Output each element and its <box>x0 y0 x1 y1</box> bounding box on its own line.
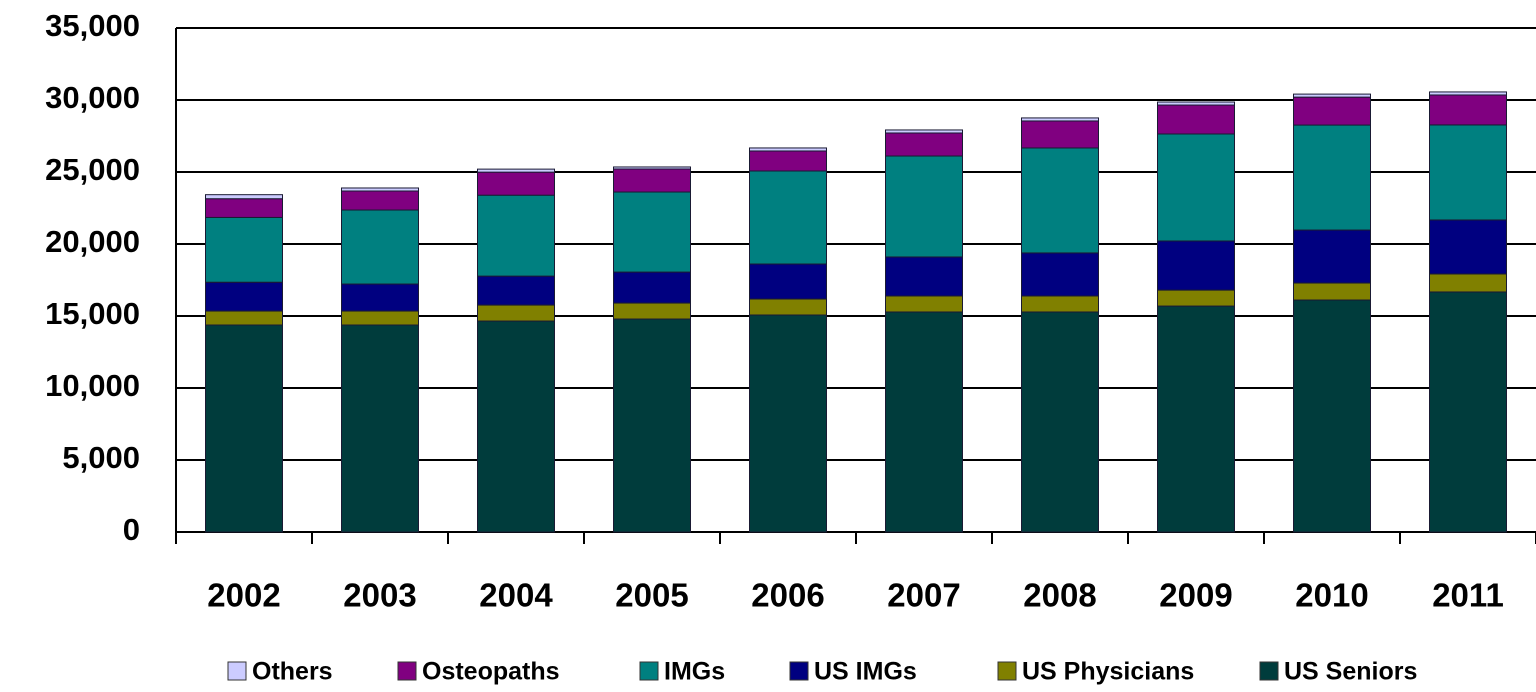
y-tick-label: 30,000 <box>45 80 140 115</box>
bar-segment <box>477 194 555 277</box>
bar-segment <box>1157 133 1235 242</box>
bar-segment <box>341 324 419 533</box>
legend-label: US IMGs <box>814 658 917 686</box>
bar-segment <box>477 304 555 322</box>
x-tick-label: 2011 <box>1432 577 1504 614</box>
bar-segment <box>613 166 691 170</box>
legend-swatch <box>1259 661 1279 681</box>
bar-segment <box>205 281 283 312</box>
y-tick-label: 25,000 <box>45 152 140 187</box>
bar-segment <box>1429 273 1507 293</box>
bar-segment <box>205 198 283 218</box>
bar-segment <box>1429 219 1507 275</box>
bar-segment <box>1429 94 1507 126</box>
legend-swatch <box>227 661 247 681</box>
bar-segment <box>341 283 419 312</box>
y-tick-label: 35,000 <box>45 8 140 43</box>
bar-segment <box>1293 282 1371 301</box>
legend-label: US Physicians <box>1022 658 1194 686</box>
bar-segment <box>1021 147 1099 254</box>
bar-segment <box>1021 311 1099 533</box>
legend-label: US Seniors <box>1284 658 1417 686</box>
bar-segment <box>1157 240 1235 291</box>
legend-swatch <box>997 661 1017 681</box>
bar-segment <box>1293 229 1371 284</box>
bar-segment <box>1293 93 1371 98</box>
bar-segment <box>749 150 827 172</box>
x-tick-label: 2003 <box>343 577 416 614</box>
bar-segment <box>477 275 555 306</box>
legend-swatch <box>397 661 417 681</box>
x-tick-label: 2005 <box>615 577 688 614</box>
legend-swatch <box>789 661 809 681</box>
bar-segment <box>1429 91 1507 96</box>
y-tick-label: 20,000 <box>45 224 140 259</box>
bar-segment <box>1293 96 1371 126</box>
bar-segment <box>205 324 283 533</box>
y-tick-label: 10,000 <box>45 368 140 403</box>
bar-segment <box>1021 120 1099 149</box>
y-tick-label: 5,000 <box>62 440 140 475</box>
x-tick-label: 2002 <box>207 577 280 614</box>
bar-segment <box>1157 101 1235 106</box>
bar-segment <box>885 132 963 157</box>
bar-segment <box>1021 295 1099 313</box>
legend-label: Others <box>252 658 333 686</box>
legend-swatch <box>639 661 659 681</box>
bar-segment <box>885 256 963 297</box>
x-tick-label: 2008 <box>1023 577 1096 614</box>
bar-segment <box>205 194 283 200</box>
x-tick-label: 2010 <box>1295 577 1368 614</box>
x-tick-label: 2009 <box>1159 577 1232 614</box>
bar-segment <box>613 191 691 273</box>
bar-segment <box>749 147 827 152</box>
bar-segment <box>205 216 283 283</box>
bar-segment <box>885 311 963 533</box>
legend-label: Osteopaths <box>422 658 560 686</box>
bar-segment <box>1021 252 1099 297</box>
bar-segment <box>341 310 419 326</box>
x-tick-label: 2004 <box>479 577 553 614</box>
bar-segment <box>885 129 963 134</box>
bar-segment <box>477 320 555 533</box>
bar-segment <box>1157 289 1235 307</box>
y-tick-label: 15,000 <box>45 296 140 331</box>
bar-segment <box>885 155 963 258</box>
bar-segment <box>477 171 555 196</box>
bar-segment <box>749 170 827 265</box>
bar-segment <box>885 295 963 313</box>
bar-segment <box>1429 124 1507 221</box>
x-tick-label: 2006 <box>751 577 824 614</box>
bar-segment <box>341 190 419 211</box>
bar-segment <box>1293 124 1371 231</box>
bar-segment <box>613 168 691 193</box>
bar-segment <box>613 302 691 320</box>
bar-segment <box>1293 299 1371 533</box>
bar-segment <box>341 187 419 192</box>
bar-segment <box>749 314 827 533</box>
legend-label: IMGs <box>664 658 725 686</box>
bar-segment <box>341 209 419 285</box>
bar-segment <box>613 318 691 533</box>
bar-segment <box>613 271 691 304</box>
bar-segment <box>1157 104 1235 135</box>
bar-segment <box>1157 305 1235 533</box>
bar-segment <box>205 310 283 326</box>
bar-segment <box>749 298 827 316</box>
y-tick-label: 0 <box>123 512 140 547</box>
bar-segment <box>1429 291 1507 533</box>
x-tick-label: 2007 <box>887 577 960 614</box>
bar-segment <box>1021 117 1099 122</box>
bar-segment <box>749 263 827 300</box>
bar-segment <box>477 168 555 173</box>
